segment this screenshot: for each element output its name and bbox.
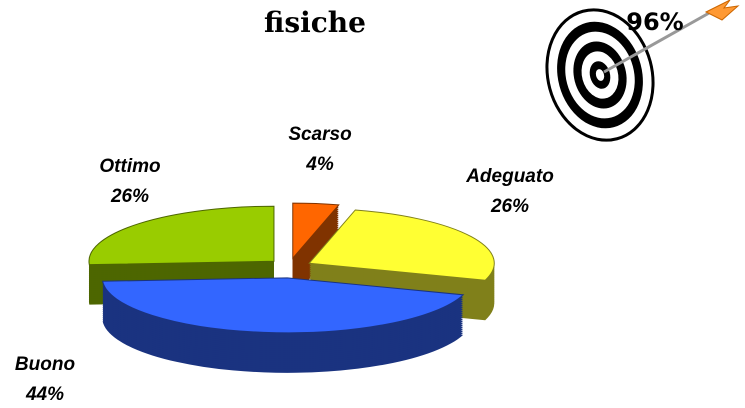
slice-label: Buono xyxy=(15,354,75,375)
slice-label: Scarso xyxy=(288,124,351,145)
slice xyxy=(101,277,465,334)
slice-label: Ottimo xyxy=(99,156,160,177)
slice-value-label: 26% xyxy=(490,196,529,217)
target-icon xyxy=(545,8,655,142)
chart-title: fisiche xyxy=(264,6,366,39)
slice xyxy=(88,205,275,266)
slice xyxy=(308,209,495,281)
arrow xyxy=(603,0,740,74)
slice-value-label: 4% xyxy=(305,154,334,175)
slice-value-label: 26% xyxy=(110,186,149,207)
slice-label: Adeguato xyxy=(465,166,554,187)
slice-value-label: 44% xyxy=(25,384,64,405)
slice xyxy=(292,202,340,260)
annotation: 96% xyxy=(626,8,683,36)
